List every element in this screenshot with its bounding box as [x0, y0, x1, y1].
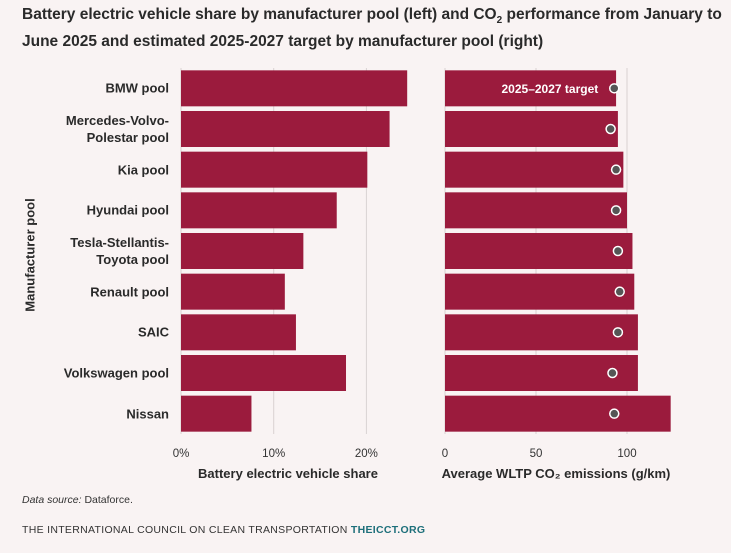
- right-x-tick-label: 0: [442, 448, 448, 460]
- co2-emissions-bar: [445, 111, 618, 147]
- category-label: Mercedes-Volvo- Polestar pool: [65, 113, 169, 145]
- category-label: Kia pool: [117, 162, 169, 178]
- bev-share-bar: [181, 233, 304, 269]
- bev-share-bar: [181, 192, 337, 229]
- bev-share-bar: [181, 70, 408, 107]
- left-x-tick-label: 20%: [355, 448, 378, 460]
- target-annotation: 2025–2027 target: [502, 82, 599, 96]
- left-x-tick-label: 0%: [173, 448, 190, 460]
- co2-emissions-bar: [445, 355, 638, 391]
- target-marker: [609, 83, 620, 94]
- bev-share-bar: [181, 395, 252, 432]
- left-x-axis-title: Battery electric vehicle share: [198, 466, 378, 481]
- bev-share-bar: [181, 151, 368, 188]
- co2-emissions-bar: [445, 273, 635, 310]
- co2-emissions-bar: [445, 314, 638, 351]
- category-label: SAIC: [137, 324, 169, 340]
- left-x-tick-label: 10%: [262, 448, 285, 460]
- bev-share-bar: [181, 355, 347, 391]
- target-marker: [610, 205, 622, 216]
- target-marker: [610, 164, 622, 175]
- target-marker: [605, 123, 616, 135]
- chart-title: Battery electric vehicle share by manufa…: [22, 6, 722, 51]
- category-label: Volkswagen pool: [63, 365, 169, 381]
- right-x-axis-title: Average WLTP CO₂ emissions (g/km): [441, 466, 671, 481]
- co2-emissions-bar: [445, 70, 617, 107]
- bev-share-bar: [181, 111, 390, 147]
- co2-emissions-bar: [445, 395, 671, 432]
- category-label: BMW pool: [105, 80, 169, 96]
- target-marker: [609, 408, 620, 419]
- target-marker: [612, 245, 624, 257]
- category-label: Tesla-Stellantis- Toyota pool: [70, 235, 169, 267]
- target-marker: [607, 367, 618, 379]
- category-label: Nissan: [126, 406, 169, 422]
- co2-emissions-bar: [445, 192, 627, 229]
- category-label: Hyundai pool: [86, 202, 169, 218]
- co2-emissions-bar: [445, 233, 633, 269]
- bev-share-bar: [181, 273, 285, 310]
- footer-site-link[interactable]: THEICCT.ORG: [350, 524, 426, 536]
- right-x-tick-label: 50: [530, 448, 543, 460]
- right-x-tick-label: 100: [617, 448, 636, 460]
- bev-share-bar: [181, 314, 296, 351]
- target-marker: [614, 286, 625, 297]
- footer: THE INTERNATIONAL COUNCIL ON CLEAN TRANS…: [22, 524, 426, 536]
- category-label: Renault pool: [90, 284, 169, 300]
- target-marker: [612, 327, 624, 338]
- co2-emissions-bar: [445, 151, 624, 188]
- data-source: Data source: Dataforce.: [22, 494, 133, 506]
